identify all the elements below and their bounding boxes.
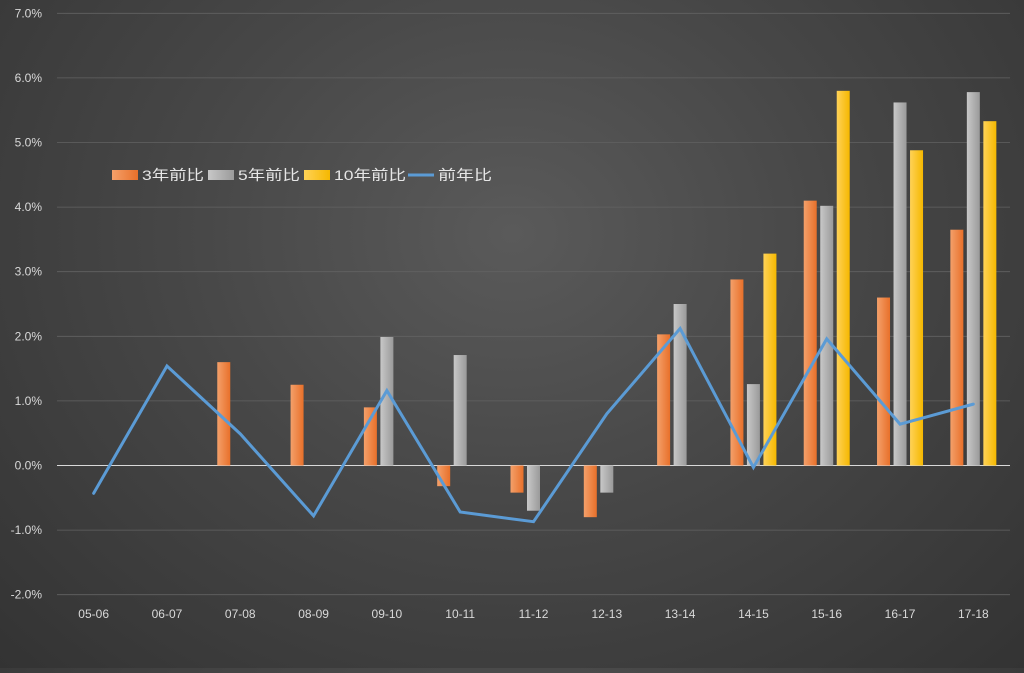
y-tick-label: 0.0% bbox=[15, 459, 43, 473]
line-series bbox=[92, 325, 975, 524]
x-tick-label: 09-10 bbox=[372, 607, 403, 621]
bar-1 bbox=[803, 200, 817, 466]
x-tick-label: 07-08 bbox=[225, 607, 256, 621]
legend-label: 3年前比 bbox=[142, 167, 204, 183]
y-tick-label: 3.0% bbox=[15, 265, 43, 279]
legend-swatch-2 bbox=[208, 170, 234, 180]
y-tick-label: 7.0% bbox=[15, 6, 43, 20]
y-tick-label: 6.0% bbox=[15, 71, 43, 85]
y-tick-label: 2.0% bbox=[15, 329, 43, 343]
legend-label: 前年比 bbox=[438, 167, 492, 183]
y-tick-label: 4.0% bbox=[15, 200, 43, 214]
bar-1 bbox=[217, 362, 231, 466]
x-tick-label: 11-12 bbox=[519, 607, 549, 621]
y-tick-label: -2.0% bbox=[11, 588, 43, 602]
bar-1 bbox=[510, 465, 524, 493]
bar-1 bbox=[657, 334, 671, 466]
y-axis-ticks: 7.0% 6.0% 5.0% 4.0% 3.0% 2.0% 1.0% 0.0% -1.0% -2.… bbox=[11, 6, 43, 601]
bar-3 bbox=[763, 253, 777, 466]
bar-2 bbox=[600, 465, 614, 493]
bar-3 bbox=[983, 121, 997, 466]
bar-1 bbox=[290, 384, 304, 466]
bar-2 bbox=[673, 304, 687, 466]
bar-3 bbox=[836, 90, 850, 466]
y-tick-label: 5.0% bbox=[15, 136, 43, 150]
x-axis-ticks: 05-06 06-07 07-08 08-09 09-10 10-11 11-12 12-13… bbox=[78, 607, 989, 621]
y-tick-label: 1.0% bbox=[15, 394, 43, 408]
legend-label: 5年前比 bbox=[238, 167, 300, 183]
x-tick-label: 14-15 bbox=[738, 607, 769, 621]
legend-label: 10年前比 bbox=[334, 167, 406, 183]
legend-swatch-3 bbox=[304, 170, 330, 180]
x-tick-label: 08-09 bbox=[298, 607, 329, 621]
bar-1 bbox=[950, 229, 964, 466]
line-yoy bbox=[92, 325, 975, 524]
x-tick-label: 10-11 bbox=[445, 607, 475, 621]
x-tick-label: 13-14 bbox=[665, 607, 696, 621]
legend-swatch-1 bbox=[112, 170, 138, 180]
bars bbox=[217, 90, 997, 518]
bar-2 bbox=[966, 92, 980, 466]
x-tick-label: 16-17 bbox=[885, 607, 916, 621]
y-tick-label: -1.0% bbox=[11, 523, 43, 537]
bar-1 bbox=[730, 279, 744, 466]
bar-2 bbox=[380, 336, 394, 466]
bar-2 bbox=[893, 102, 907, 466]
x-tick-label: 15-16 bbox=[811, 607, 842, 621]
bar-2 bbox=[453, 355, 467, 466]
legend: 3年前比 5年前比 10年前比 前年比 bbox=[112, 167, 492, 183]
gridlines bbox=[57, 12, 1010, 596]
x-tick-label: 17-18 bbox=[958, 607, 989, 621]
bar-3 bbox=[910, 150, 924, 466]
x-tick-label: 12-13 bbox=[591, 607, 622, 621]
bar-1 bbox=[877, 297, 891, 466]
x-tick-label: 06-07 bbox=[152, 607, 183, 621]
bar-2 bbox=[527, 465, 540, 511]
bar-2 bbox=[746, 384, 760, 466]
x-tick-label: 05-06 bbox=[78, 607, 109, 621]
bar-2 bbox=[820, 205, 834, 466]
bar-1 bbox=[583, 465, 597, 518]
